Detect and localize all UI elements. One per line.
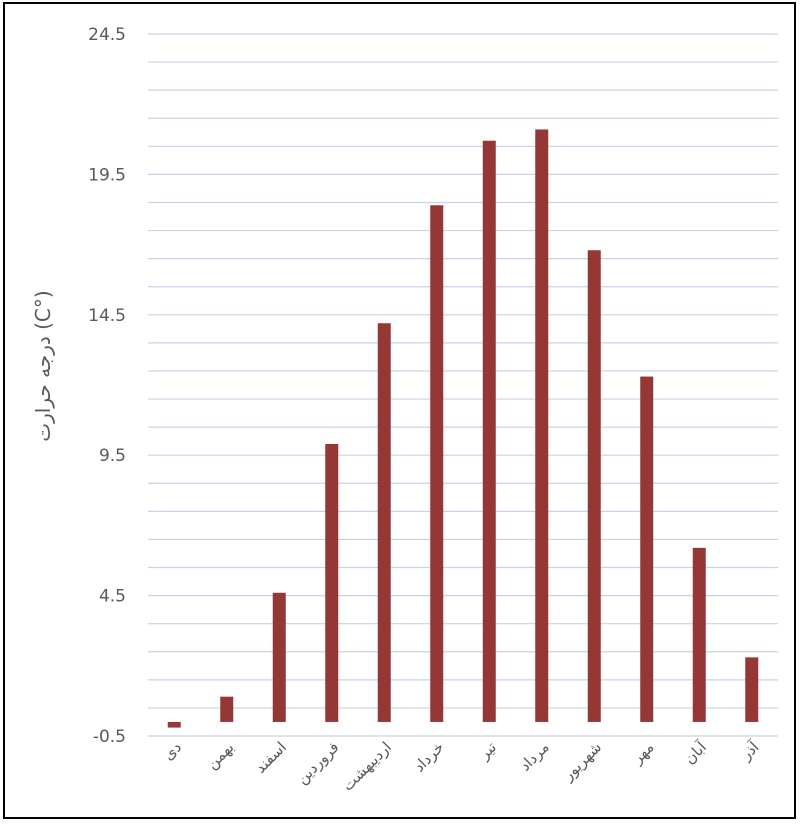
- bar: [325, 443, 339, 722]
- y-axis-ticks: 24.5 19.5 14.5 9.5 4.5 -0.5: [88, 25, 126, 747]
- bar: [640, 376, 654, 722]
- bar: [745, 657, 759, 722]
- bar: [220, 696, 234, 722]
- x-tick-label: شهریور: [558, 738, 605, 785]
- x-tick-label: مهر: [628, 738, 658, 768]
- bar: [535, 129, 549, 722]
- bar: [272, 592, 286, 722]
- y-tick-label: 9.5: [99, 446, 126, 466]
- gridlines: [148, 33, 778, 737]
- y-tick-label: -0.5: [93, 727, 126, 747]
- y-axis-label: درجه حرارت (C°): [31, 290, 55, 441]
- x-tick-label: فروردین: [293, 738, 343, 788]
- x-tick-label: بهمن: [203, 738, 238, 773]
- y-tick-label: 24.5: [88, 25, 126, 45]
- bar: [430, 205, 444, 722]
- x-tick-label: آبان: [680, 738, 710, 768]
- y-tick-label: 4.5: [99, 587, 126, 607]
- bar: [377, 323, 391, 722]
- x-tick-label: اردیبهشت: [339, 738, 395, 794]
- bar: [167, 721, 181, 728]
- x-tick-label: تیر: [475, 738, 500, 763]
- x-tick-label: دی: [159, 738, 185, 764]
- x-tick-label: اسفند: [251, 738, 290, 777]
- x-tick-label: آذر: [736, 738, 763, 765]
- bar: [587, 250, 601, 722]
- chart-frame: [3, 2, 796, 819]
- x-tick-label: مرداد: [516, 738, 553, 775]
- y-tick-label: 19.5: [88, 165, 126, 185]
- x-tick-label: خرداد: [410, 738, 448, 776]
- bar: [692, 547, 706, 722]
- bars: [167, 129, 759, 728]
- bar: [482, 140, 496, 722]
- y-tick-label: 14.5: [88, 306, 126, 326]
